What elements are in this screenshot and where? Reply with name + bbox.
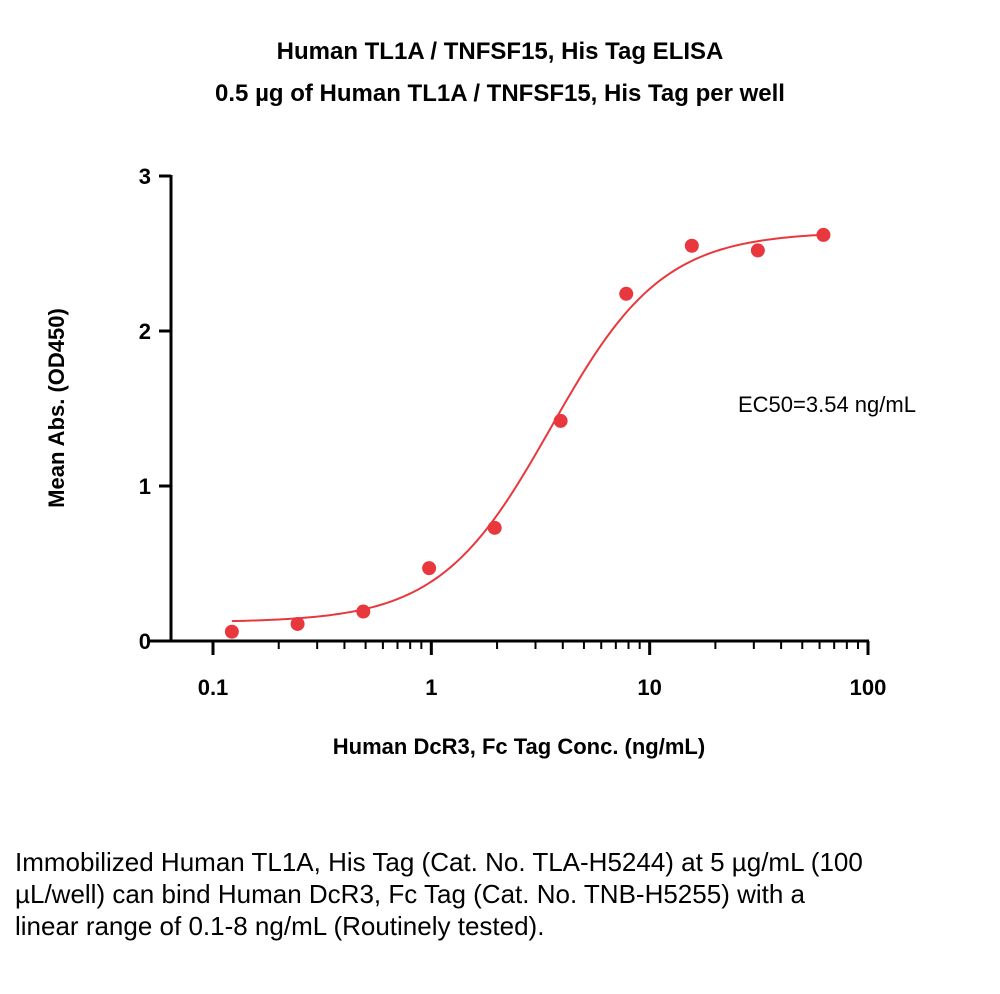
chart-subtitle: 0.5 µg of Human TL1A / TNFSF15, His Tag … [215,80,785,107]
fit-curve [231,233,824,623]
figure-caption: Immobilized Human TL1A, His Tag (Cat. No… [15,847,863,941]
axes: 0 1 2 3 0.1 1 10 100 [139,164,887,700]
fit-curve-layer [231,233,824,623]
chart: 0 1 2 3 0.1 1 10 100 Mean Abs. (OD450) Human Dc… [44,164,916,759]
data-point [816,227,831,242]
data-point [487,520,502,535]
y-axis-title: Mean Abs. (OD450) [44,308,69,508]
chart-title: Human TL1A / TNFSF15, His Tag ELISA [276,38,724,65]
data-point [684,238,699,253]
data-point [750,243,765,258]
y-tick-label: 2 [139,319,151,344]
data-point [356,604,371,619]
x-tick-label: 10 [637,675,661,700]
x-tick-label: 100 [850,675,887,700]
y-tick-label: 3 [139,164,151,189]
data-point [290,616,305,631]
data-points-layer [224,227,831,639]
x-tick-label: 0.1 [198,675,229,700]
y-tick-label: 0 [139,629,151,654]
data-point [422,561,437,576]
x-tick-label: 1 [425,675,437,700]
x-axis-title: Human DcR3, Fc Tag Conc. (ng/mL) [333,734,705,759]
data-point [224,624,239,639]
data-point [553,413,568,428]
data-point [619,286,634,301]
ec50-annotation: EC50=3.54 ng/mL [738,392,916,417]
y-tick-label: 1 [139,474,151,499]
